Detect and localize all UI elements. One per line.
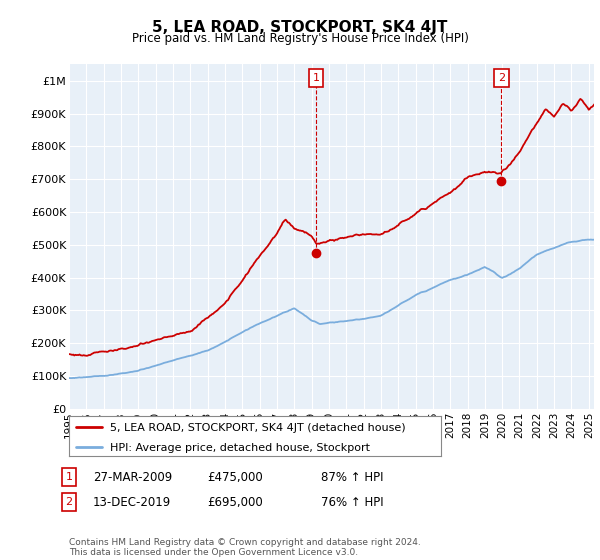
Text: Contains HM Land Registry data © Crown copyright and database right 2024.
This d: Contains HM Land Registry data © Crown c… <box>69 538 421 557</box>
Text: 27-MAR-2009: 27-MAR-2009 <box>93 470 172 484</box>
Text: 2: 2 <box>498 73 505 83</box>
Text: Price paid vs. HM Land Registry's House Price Index (HPI): Price paid vs. HM Land Registry's House … <box>131 32 469 45</box>
Text: HPI: Average price, detached house, Stockport: HPI: Average price, detached house, Stoc… <box>110 444 370 454</box>
Text: 5, LEA ROAD, STOCKPORT, SK4 4JT (detached house): 5, LEA ROAD, STOCKPORT, SK4 4JT (detache… <box>110 423 406 433</box>
Text: £695,000: £695,000 <box>207 496 263 509</box>
Text: £475,000: £475,000 <box>207 470 263 484</box>
Text: 76% ↑ HPI: 76% ↑ HPI <box>321 496 383 509</box>
Text: 1: 1 <box>65 472 73 482</box>
Text: 13-DEC-2019: 13-DEC-2019 <box>93 496 171 509</box>
Text: 5, LEA ROAD, STOCKPORT, SK4 4JT: 5, LEA ROAD, STOCKPORT, SK4 4JT <box>152 20 448 35</box>
Text: 1: 1 <box>313 73 319 83</box>
Text: 2: 2 <box>65 497 73 507</box>
Text: 87% ↑ HPI: 87% ↑ HPI <box>321 470 383 484</box>
